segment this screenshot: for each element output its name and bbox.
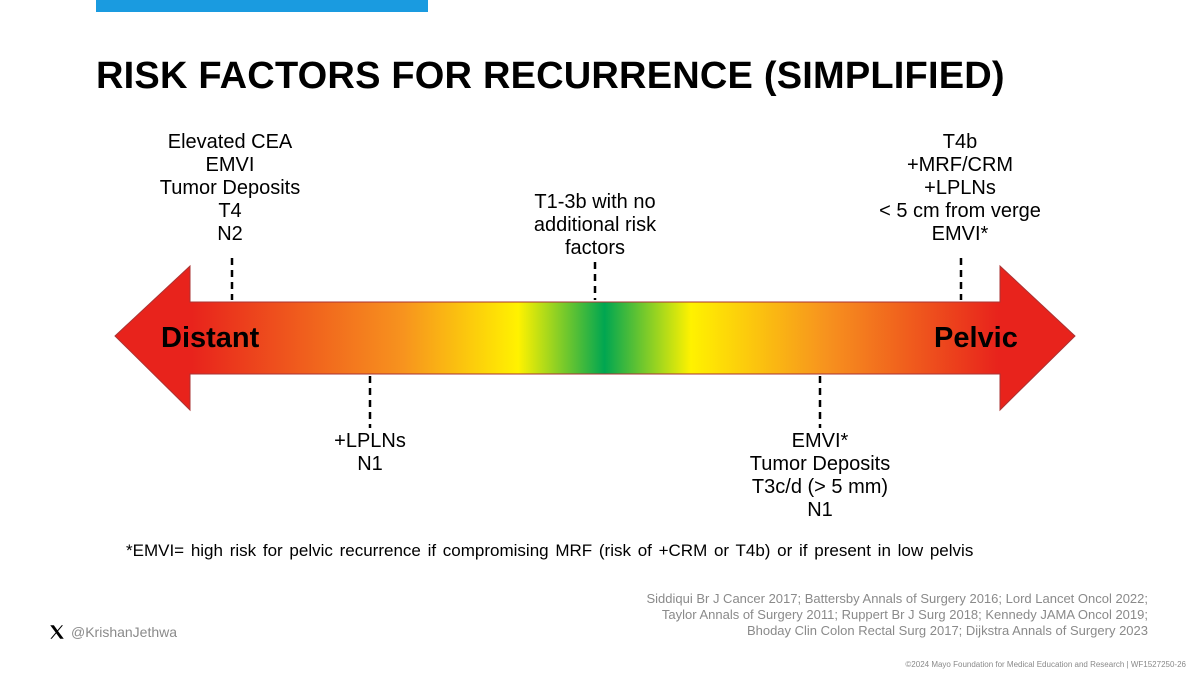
reference-line: Taylor Annals of Surgery 2011; Ruppert B… <box>661 607 1148 622</box>
social-handle-text: @KrishanJethwa <box>71 624 178 640</box>
reference-line: Bhoday Clin Colon Rectal Surg 2017; Dijk… <box>746 623 1148 638</box>
top-middle-factors: T1-3b with no additional risk factors <box>495 191 695 260</box>
factor-item: N2 <box>217 223 243 245</box>
factor-item: T3c/d (> 5 mm) <box>751 476 889 498</box>
distant-label: Distant <box>161 322 260 354</box>
top-pelvic-factors: T4b +MRF/CRM +LPLNs < 5 cm from verge EM… <box>850 131 1070 246</box>
factor-item: T4 <box>218 200 242 222</box>
factor-item: additional risk <box>533 214 657 236</box>
pelvic-label: Pelvic <box>934 322 1018 354</box>
factor-item: +LPLNs <box>334 430 406 452</box>
factor-item: factors <box>564 237 626 259</box>
factor-item: T1-3b with no <box>534 191 656 213</box>
factor-item: Elevated CEA <box>167 131 293 153</box>
bottom-pelvic-factors: EMVI* Tumor Deposits T3c/d (> 5 mm) N1 <box>720 430 920 522</box>
factor-item: EMVI <box>205 154 255 176</box>
factor-item: T4b <box>942 131 978 153</box>
top-distant-factors: Elevated CEA EMVI Tumor Deposits T4 N2 <box>130 131 330 246</box>
accent-top-bar <box>96 0 428 12</box>
factor-item: +LPLNs <box>924 177 996 199</box>
double-headed-arrow <box>114 264 1076 412</box>
factor-item: N1 <box>807 499 833 521</box>
copyright-notice: ©2024 Mayo Foundation for Medical Educat… <box>905 660 1186 669</box>
factor-item: EMVI* <box>931 223 989 245</box>
slide-title: RISK FACTORS FOR RECURRENCE (SIMPLIFIED) <box>96 55 1005 97</box>
bottom-distant-factors: +LPLNs N1 <box>300 430 440 476</box>
social-handle-link[interactable]: @KrishanJethwa <box>48 623 177 641</box>
factor-item: Tumor Deposits <box>749 453 891 475</box>
factor-item: N1 <box>357 453 383 475</box>
reference-line: Siddiqui Br J Cancer 2017; Battersby Ann… <box>646 591 1148 606</box>
x-logo-icon <box>50 625 64 639</box>
emvi-footnote: *EMVI= high risk for pelvic recurrence i… <box>126 541 974 560</box>
references: Siddiqui Br J Cancer 2017; Battersby Ann… <box>646 591 1148 639</box>
factor-item: +MRF/CRM <box>906 154 1014 176</box>
factor-item: EMVI* <box>791 430 849 452</box>
factor-item: < 5 cm from verge <box>879 200 1041 222</box>
factor-item: Tumor Deposits <box>159 177 301 199</box>
